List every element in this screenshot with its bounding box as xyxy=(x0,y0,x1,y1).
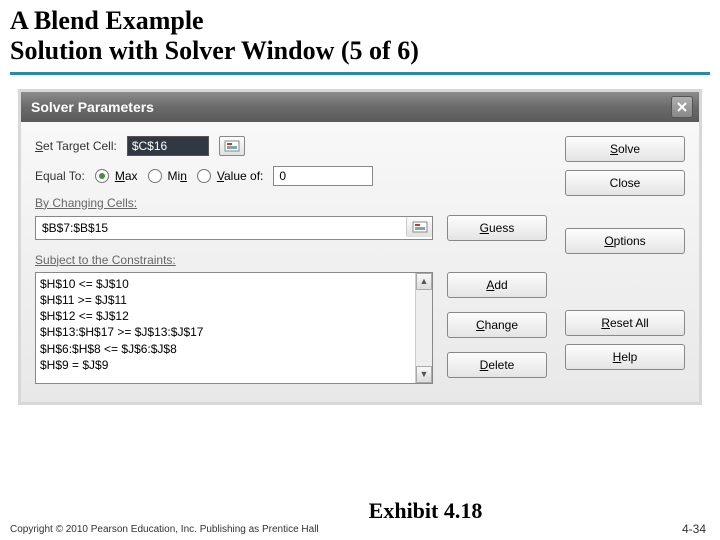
radio-max[interactable]: Max xyxy=(95,169,138,183)
add-button[interactable]: Add xyxy=(447,272,547,298)
radio-max-dot xyxy=(95,169,109,183)
exhibit-label: Exhibit 4.18 xyxy=(369,498,483,524)
changing-row: Guess xyxy=(35,215,547,241)
slide-footer: Copyright © 2010 Pearson Education, Inc.… xyxy=(0,498,720,540)
options-button[interactable]: Options xyxy=(565,228,685,254)
target-cell-input[interactable] xyxy=(127,136,209,156)
constraints-label: Subject to the Constraints: xyxy=(35,253,547,267)
reset-all-button[interactable]: Reset All xyxy=(565,310,685,336)
window-close-button[interactable] xyxy=(671,96,693,118)
range-picker-icon xyxy=(224,140,240,152)
solver-window: Solver Parameters Set Target Cell: xyxy=(21,92,699,402)
close-icon xyxy=(676,101,688,113)
constraint-item[interactable]: $H$9 = $J$9 xyxy=(40,357,411,373)
constraints-buttons: Add Change Delete xyxy=(447,272,547,378)
set-target-label: Set Target Cell: xyxy=(35,139,117,153)
help-button[interactable]: Help xyxy=(565,344,685,370)
changing-range-picker[interactable] xyxy=(406,217,432,237)
value-of-input[interactable] xyxy=(273,166,373,186)
radio-value-dot xyxy=(197,169,211,183)
dialog-body: Set Target Cell: Equal To: Max xyxy=(21,122,699,402)
radio-max-label: Max xyxy=(115,169,138,183)
title-underline xyxy=(10,72,710,75)
constraints-listbox[interactable]: $H$10 <= $J$10$H$11 >= $J$11$H$12 <= $J$… xyxy=(35,272,433,384)
radio-min-label: Min xyxy=(168,169,187,183)
scroll-down-button[interactable]: ▼ xyxy=(416,366,432,383)
change-button[interactable]: Change xyxy=(447,312,547,338)
constraint-item[interactable]: $H$11 >= $J$11 xyxy=(40,292,411,308)
constraint-item[interactable]: $H$6:$H$8 <= $J$6:$J$8 xyxy=(40,341,411,357)
solver-screenshot: Solver Parameters Set Target Cell: xyxy=(18,89,702,405)
solve-button[interactable]: Solve xyxy=(565,136,685,162)
constraints-row: $H$10 <= $J$10$H$11 >= $J$11$H$12 <= $J$… xyxy=(35,272,547,384)
radio-min[interactable]: Min xyxy=(148,169,187,183)
equal-to-label: Equal To: xyxy=(35,169,85,183)
window-titlebar: Solver Parameters xyxy=(21,92,699,122)
slide-title: A Blend Example Solution with Solver Win… xyxy=(0,0,720,68)
title-line-2: Solution with Solver Window (5 of 6) xyxy=(10,36,710,66)
target-range-picker[interactable] xyxy=(219,136,245,156)
scroll-track[interactable] xyxy=(416,290,432,366)
range-picker-icon xyxy=(412,221,428,233)
right-column: Solve Close Options Reset All Help xyxy=(565,136,685,384)
constraint-item[interactable]: $H$13:$H$17 >= $J$13:$J$17 xyxy=(40,324,411,340)
guess-button[interactable]: Guess xyxy=(447,215,547,241)
constraints-scrollbar[interactable]: ▲ ▼ xyxy=(415,273,432,383)
constraint-item[interactable]: $H$12 <= $J$12 xyxy=(40,308,411,324)
radio-value-label: Value of: xyxy=(217,169,264,183)
copyright-text: Copyright © 2010 Pearson Education, Inc.… xyxy=(10,524,319,536)
title-line-1: A Blend Example xyxy=(10,6,710,36)
close-button[interactable]: Close xyxy=(565,170,685,196)
changing-cells-input[interactable] xyxy=(36,217,406,239)
changing-cells-wrap xyxy=(35,216,433,240)
page-number: 4-34 xyxy=(682,522,706,536)
radio-value-of[interactable]: Value of: xyxy=(197,169,264,183)
target-row: Set Target Cell: xyxy=(35,136,547,156)
left-column: Set Target Cell: Equal To: Max xyxy=(35,136,547,384)
delete-button[interactable]: Delete xyxy=(447,352,547,378)
window-title: Solver Parameters xyxy=(31,99,154,115)
equal-to-row: Equal To: Max Min Value of: xyxy=(35,166,547,186)
constraints-list: $H$10 <= $J$10$H$11 >= $J$11$H$12 <= $J$… xyxy=(36,273,415,383)
constraint-item[interactable]: $H$10 <= $J$10 xyxy=(40,276,411,292)
changing-cells-label: By Changing Cells: xyxy=(35,196,547,210)
radio-min-dot xyxy=(148,169,162,183)
scroll-up-button[interactable]: ▲ xyxy=(416,273,432,290)
